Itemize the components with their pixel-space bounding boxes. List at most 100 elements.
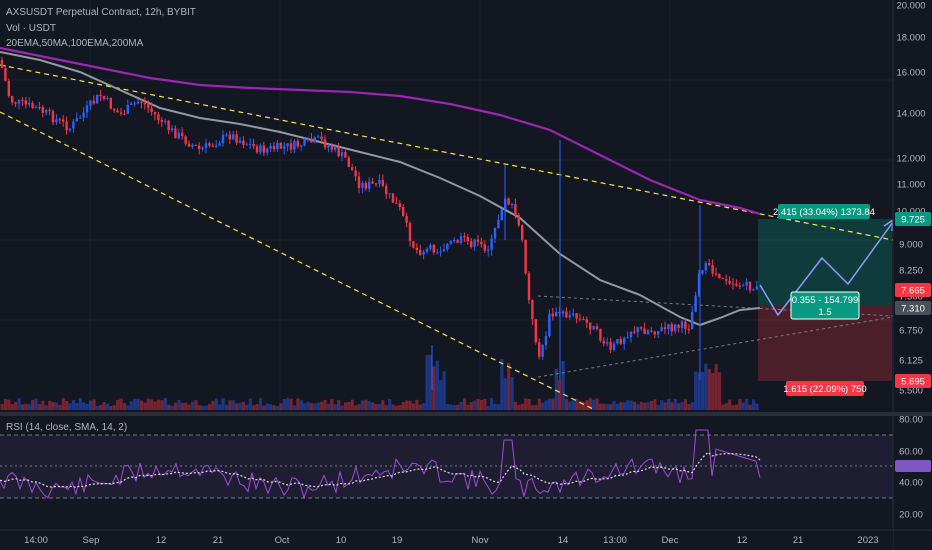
volume-bar [377, 404, 382, 410]
candle-body [691, 311, 694, 330]
candle-body [500, 209, 503, 220]
candle-body [123, 113, 126, 115]
candle-body [714, 273, 718, 275]
rsi-tick-label: 20.00 [899, 510, 923, 521]
time-axis[interactable] [0, 530, 893, 550]
lower-trendline[interactable] [0, 111, 596, 411]
candle-body [215, 145, 218, 147]
volume-bar [741, 402, 745, 410]
candle-body [344, 151, 347, 158]
candle-body [68, 128, 72, 131]
wedge-lower-line [537, 316, 894, 378]
volume-bar [592, 399, 596, 410]
candle-body [283, 146, 286, 149]
candle-body [385, 185, 388, 195]
stop-label-box[interactable]: 1.615 (22.09%) 750 [783, 381, 867, 396]
candlesticks[interactable] [0, 56, 758, 390]
volume-bar [252, 405, 256, 410]
ma-grey-line[interactable] [0, 51, 761, 327]
candle-body [354, 170, 357, 177]
volume-bar [517, 405, 521, 410]
candle-body [300, 145, 303, 147]
price-tick-label: 16.000 [896, 68, 925, 79]
upper-trendline[interactable] [0, 64, 894, 241]
volume-bar [214, 398, 218, 410]
candle-body [51, 111, 55, 123]
candle-body [578, 318, 582, 320]
candle-body [323, 139, 327, 148]
volume-bar [561, 361, 565, 410]
candle-body [595, 326, 599, 329]
candle-body [752, 289, 755, 291]
candle-body [585, 319, 588, 323]
volume-bar [486, 405, 490, 410]
volume-bar [428, 354, 433, 410]
candle-body [582, 319, 585, 321]
target-label-box[interactable]: 2.415 (33.04%) 1373.84 [773, 204, 875, 219]
volume-bar [129, 401, 133, 410]
volume-bar [92, 399, 96, 410]
volume-bar [296, 398, 300, 410]
rsi-line[interactable] [0, 429, 761, 500]
price-pane[interactable] [0, 0, 893, 412]
ma-legend[interactable]: 20EMA,50MA,100EMA,200MA [6, 38, 144, 49]
candle-body [225, 134, 228, 136]
volume-bar [700, 372, 705, 410]
price-axis[interactable] [893, 0, 932, 412]
volume-bar [384, 405, 388, 410]
candle-body [170, 128, 174, 131]
candle-body [490, 238, 493, 250]
price-tick-label: 5.500 [899, 386, 923, 397]
volume-bar [190, 401, 195, 410]
volume-bar [116, 399, 120, 410]
volume-bar [432, 366, 436, 410]
volume-bar [37, 404, 42, 410]
mid-label-line-1: 0.355 - 154.799 [792, 295, 859, 306]
volume-bar [204, 405, 208, 410]
volume-bar [109, 405, 113, 410]
candle-body [555, 311, 558, 317]
candle-body [708, 263, 711, 266]
candle-body [194, 144, 197, 146]
volume-bar [238, 402, 242, 410]
candle-body [119, 112, 123, 114]
volume-bar [653, 399, 657, 410]
volume-bar [476, 399, 480, 410]
ema200-line[interactable] [0, 46, 761, 216]
volume-bar [269, 404, 273, 410]
volume-bar [343, 402, 348, 410]
candle-body [653, 331, 656, 335]
candle-body [11, 96, 14, 103]
volume-bar [564, 399, 569, 410]
volume-bar [119, 398, 123, 410]
mid-label-box[interactable]: 0.355 - 154.799 1.5 [790, 291, 860, 320]
volume-bar [44, 405, 48, 410]
time-tick-label: Oct [275, 535, 290, 546]
price-tick-label: 9.000 [899, 240, 923, 251]
chart-title[interactable]: AXSUSDT Perpetual Contract, 12h, BYBIT [6, 7, 196, 18]
volume-bar [507, 362, 511, 410]
volume-bar [721, 404, 725, 410]
price-tick-label: 6.125 [899, 356, 923, 367]
time-tick-label: 2023 [857, 535, 878, 546]
volume-bar [360, 400, 365, 410]
candle-body [660, 327, 663, 332]
candle-body [130, 103, 133, 105]
candle-body [436, 252, 439, 254]
rsi-ma-line[interactable] [0, 451, 761, 489]
volume-bar [663, 402, 667, 410]
projection-path[interactable] [759, 221, 894, 317]
candle-body [646, 330, 650, 335]
volume-bar [575, 398, 579, 410]
candle-body [269, 146, 272, 149]
volume-bar [609, 404, 613, 410]
volume-bar [71, 400, 76, 410]
volume-bar [687, 404, 691, 410]
candle-body [429, 245, 432, 249]
candle-body [592, 326, 595, 330]
candle-body [548, 313, 551, 337]
time-tick-label: 14 [558, 535, 569, 546]
volume-legend[interactable]: Vol · USDT [6, 23, 57, 34]
pane-separator[interactable] [0, 412, 932, 416]
